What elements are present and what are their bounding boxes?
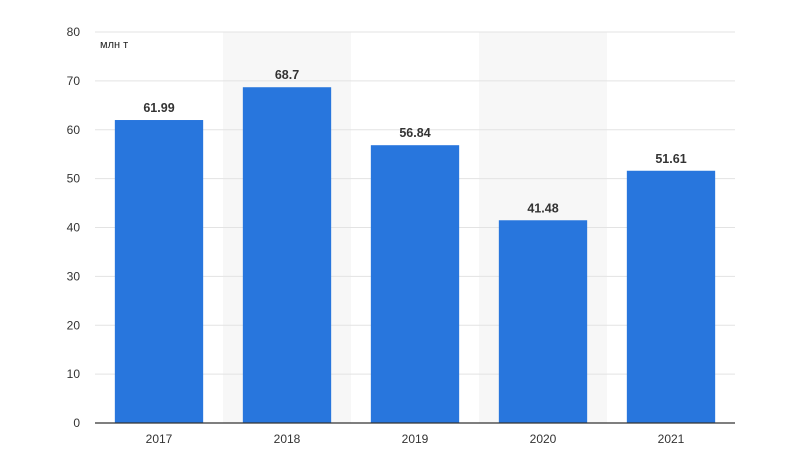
y-tick-label-10: 10: [67, 367, 81, 381]
y-tick-label-60: 60: [67, 123, 81, 137]
bar-2019[interactable]: [370, 145, 460, 423]
y-tick-label-70: 70: [67, 74, 81, 88]
y-tick-label-30: 30: [67, 269, 81, 283]
bars: [114, 87, 716, 424]
y-tick-label-50: 50: [67, 172, 81, 186]
bar-2018[interactable]: [242, 87, 332, 423]
value-label-2017: 61.99: [143, 101, 174, 115]
x-tick-label-2017: 2017: [146, 432, 173, 446]
value-label-2020: 41.48: [527, 201, 558, 215]
x-tick-label-2021: 2021: [658, 432, 685, 446]
y-tick-label-80: 80: [67, 25, 81, 39]
bar-2021[interactable]: [626, 170, 716, 423]
bar-2017[interactable]: [114, 120, 204, 424]
value-label-2019: 56.84: [399, 126, 430, 140]
x-tick-label-2019: 2019: [402, 432, 429, 446]
y-unit-label: млн т: [100, 39, 128, 51]
y-tick-label-40: 40: [67, 221, 81, 235]
value-label-2018: 68.7: [275, 68, 299, 82]
bar-2020[interactable]: [498, 220, 588, 423]
x-tick-label-2020: 2020: [530, 432, 557, 446]
x-tick-label-2018: 2018: [274, 432, 301, 446]
y-tick-label-0: 0: [73, 416, 80, 430]
y-axis: 0 10 20 30 40 50 60 70 80: [67, 25, 81, 430]
x-axis: 2017 2018 2019 2020 2021: [95, 422, 735, 446]
value-label-2021: 51.61: [655, 152, 686, 166]
y-tick-label-20: 20: [67, 318, 81, 332]
value-labels: 61.99 68.7 56.84 41.48 51.61: [143, 68, 686, 215]
